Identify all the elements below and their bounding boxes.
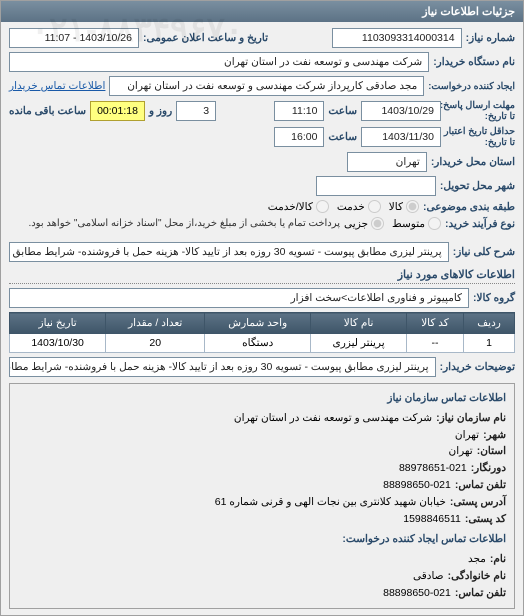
org-contact-header: اطلاعات تماس سازمان نیاز bbox=[18, 390, 506, 407]
lbl-need-title: شرح کلی نیاز: bbox=[453, 246, 515, 258]
lbl-time-2: ساعت bbox=[328, 131, 357, 143]
need-details-panel: جزئیات اطلاعات نیاز شماره نیاز: 11030933… bbox=[0, 0, 524, 616]
buyer-contact-link[interactable]: اطلاعات تماس خریدار bbox=[9, 80, 105, 92]
lbl-reply-deadline: مهلت ارسال پاسخ:تا تاریخ: bbox=[445, 100, 515, 122]
need-number: 1103093314000314 bbox=[332, 28, 462, 48]
lbl-creator: ایجاد کننده درخواست: bbox=[428, 81, 515, 92]
th-unit: واحد شمارش bbox=[205, 313, 311, 334]
buyer-desc: پرینتر لیزری مطابق پیوست - تسویه 30 روزه… bbox=[9, 357, 436, 377]
purchase-note: پرداخت تمام یا بخشی از مبلغ خرید،از محل … bbox=[28, 218, 340, 229]
goods-table: ردیف کد کالا نام کالا واحد شمارش تعداد /… bbox=[9, 312, 515, 353]
lbl-announce-dt: تاریخ و ساعت اعلان عمومی: bbox=[143, 32, 268, 44]
radio-goods[interactable]: کالا bbox=[389, 200, 419, 213]
lbl-credit-deadline: حداقل تاریخ اعتبار قیمت:تا تاریخ: bbox=[445, 126, 515, 148]
reply-time: 11:10 bbox=[274, 101, 324, 121]
lbl-city: شهر محل تحویل: bbox=[440, 180, 515, 192]
th-qty: تعداد / مقدار bbox=[106, 313, 205, 334]
credit-date: 1403/11/30 bbox=[361, 127, 441, 147]
city bbox=[316, 176, 436, 196]
goods-group: کامپیوتر و فناوری اطلاعات>سخت افزار bbox=[9, 288, 469, 308]
th-name: نام کالا bbox=[311, 313, 407, 334]
lbl-purchase-type: نوع فرآیند خرید: bbox=[445, 218, 515, 230]
org-contact-box: ۰۲۱-۸۸۳۴۹۶۷۰ اطلاعات تماس سازمان نیاز نا… bbox=[9, 383, 515, 609]
countdown: 00:01:18 bbox=[90, 101, 145, 121]
lbl-days-and: روز و bbox=[149, 105, 172, 117]
radio-goods-service[interactable]: کالا/خدمت bbox=[268, 200, 329, 213]
lbl-goods-group: گروه کالا: bbox=[473, 292, 515, 304]
th-code: کد کالا bbox=[406, 313, 463, 334]
lbl-need-no: شماره نیاز: bbox=[466, 32, 515, 44]
lbl-buyer-device: نام دستگاه خریدار: bbox=[433, 56, 515, 68]
days-remaining: 3 bbox=[176, 101, 216, 121]
credit-time: 16:00 bbox=[274, 127, 324, 147]
radio-minor[interactable]: جزیی bbox=[344, 217, 384, 230]
province: تهران bbox=[347, 152, 427, 172]
purchase-radios: متوسط جزیی bbox=[344, 217, 441, 230]
creator-contact-header: اطلاعات تماس ایجاد کننده درخواست: bbox=[18, 531, 506, 548]
radio-medium[interactable]: متوسط bbox=[392, 217, 441, 230]
lbl-buyer-desc: توضیحات خریدار: bbox=[440, 361, 515, 373]
table-row[interactable]: 1 -- پرینتر لیزری دستگاه 20 1403/10/30 bbox=[10, 334, 515, 353]
table-header-row: ردیف کد کالا نام کالا واحد شمارش تعداد /… bbox=[10, 313, 515, 334]
lbl-time-1: ساعت bbox=[328, 105, 357, 117]
th-row: ردیف bbox=[464, 313, 515, 334]
announce-datetime: 1403/10/26 - 11:07 bbox=[9, 28, 139, 48]
goods-section-header: اطلاعات کالاهای مورد نیاز bbox=[9, 268, 515, 284]
lbl-classify: طبقه بندی موضوعی: bbox=[423, 201, 515, 213]
radio-service[interactable]: خدمت bbox=[337, 200, 381, 213]
lbl-remaining: ساعت باقی مانده bbox=[9, 105, 86, 117]
panel-title: جزئیات اطلاعات نیاز bbox=[1, 1, 523, 22]
th-date: تاریخ نیاز bbox=[10, 313, 106, 334]
buyer-device: شرکت مهندسی و توسعه نفت در استان تهران bbox=[9, 52, 429, 72]
creator: مجد صادقی کارپرداز شرکت مهندسی و توسعه ن… bbox=[109, 76, 424, 96]
lbl-province: استان محل خریدار: bbox=[431, 156, 515, 168]
reply-date: 1403/10/29 bbox=[361, 101, 441, 121]
need-title: پرینتر لیزری مطابق پیوست - تسویه 30 روزه… bbox=[9, 242, 449, 262]
classify-radios: کالا خدمت کالا/خدمت bbox=[268, 200, 419, 213]
